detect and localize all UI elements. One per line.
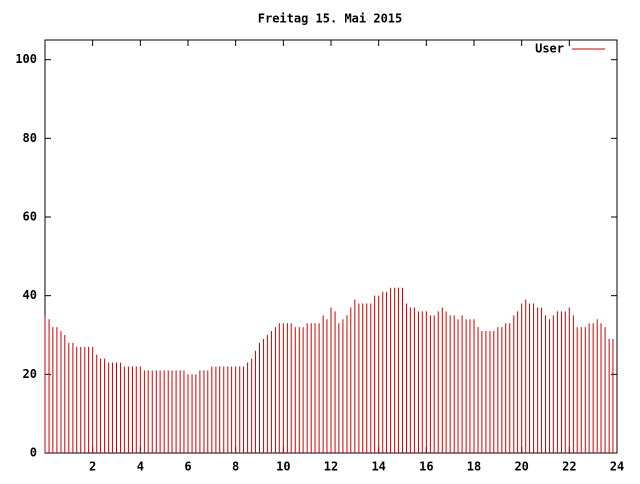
y-tick-label: 100: [15, 52, 37, 66]
y-tick-label: 0: [30, 446, 37, 460]
y-tick-label: 60: [23, 210, 37, 224]
y-tick-label: 80: [23, 131, 37, 145]
x-tick-label: 2: [89, 460, 96, 474]
x-tick-label: 12: [324, 460, 338, 474]
y-tick-label: 40: [23, 288, 37, 302]
y-tick-label: 20: [23, 367, 37, 381]
x-tick-label: 18: [467, 460, 481, 474]
legend-label: User: [535, 42, 564, 56]
chart-title: Freitag 15. Mai 2015: [258, 12, 403, 26]
x-tick-label: 10: [276, 460, 290, 474]
x-tick-label: 20: [514, 460, 528, 474]
x-tick-label: 14: [371, 460, 385, 474]
x-tick-label: 4: [137, 460, 144, 474]
x-tick-label: 6: [184, 460, 191, 474]
x-tick-label: 22: [562, 460, 576, 474]
x-tick-label: 24: [610, 460, 624, 474]
x-tick-label: 16: [419, 460, 433, 474]
x-tick-label: 8: [232, 460, 239, 474]
